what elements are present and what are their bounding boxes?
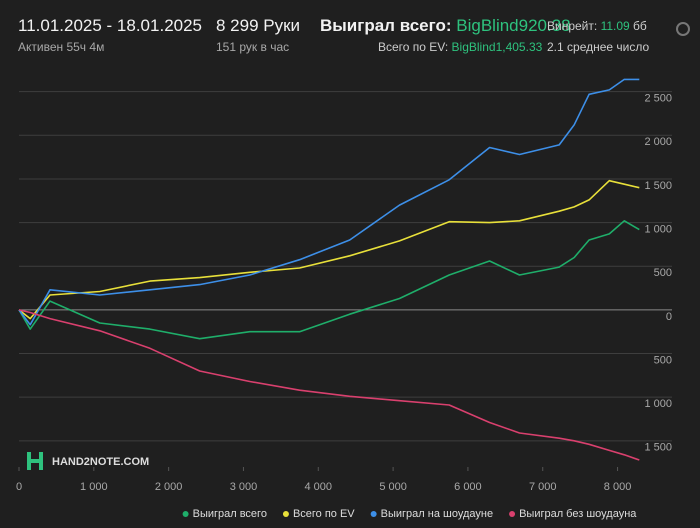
logo-mark <box>39 452 43 470</box>
x-tick-label: 8 000 <box>604 481 632 493</box>
legend: Выиграл всего Всего по EV Выиграл на шоуда… <box>182 508 637 520</box>
y-tick-label: 2 500 <box>644 93 672 105</box>
x-tick-label: 2 000 <box>155 481 183 493</box>
x-tick-label: 6 000 <box>454 481 482 493</box>
label: Всего по EV: <box>378 40 449 54</box>
value: BigBlind920.38 <box>456 16 571 35</box>
series-line <box>18 78 640 326</box>
y-tick-label: 1 000 <box>644 398 672 410</box>
date-range: 11.01.2025 - 18.01.2025 <box>18 16 203 35</box>
hands: 8 299 Руки <box>216 16 301 35</box>
y-tick-label: 1 000 <box>644 223 672 235</box>
x-tick-label: 7 000 <box>529 481 557 493</box>
x-tick-label: 0 <box>16 481 22 493</box>
x-tick-label: 3 000 <box>230 481 258 493</box>
settings-icon[interactable] <box>676 22 690 36</box>
legend-marker <box>370 511 377 517</box>
unit: бб, <box>633 19 647 33</box>
series-line <box>18 309 640 461</box>
series-line <box>18 220 640 340</box>
won-total: Выиграл всего: BigBlind920.38 <box>320 16 571 36</box>
series-line <box>18 179 640 320</box>
watermark: HAND2NOTE.COM <box>52 456 149 468</box>
y-tick-label: 1 500 <box>644 442 672 454</box>
legend-label: Выиграл без шоудауна <box>519 508 637 520</box>
logo-mark <box>27 452 31 470</box>
y-tick-label: 500 <box>654 354 672 366</box>
label: Винрейт: <box>547 19 598 33</box>
x-tick-label: 4 000 <box>305 481 333 493</box>
value: BigBlind1,405.33 <box>451 40 543 54</box>
active-time: Активен 55ч 4м <box>18 40 105 54</box>
legend-marker <box>509 511 516 517</box>
logo-mark <box>31 459 39 463</box>
avg: 2.1 среднее число <box>547 40 650 54</box>
y-tick-label: 500 <box>654 267 672 279</box>
y-tick-label: 0 <box>666 311 672 323</box>
legend-label: Выиграл на шоудауне <box>381 508 493 520</box>
x-tick-label: 5 000 <box>379 481 407 493</box>
legend-label: Выиграл всего <box>193 508 267 520</box>
winrate: Винрейт: 11.09 бб, <box>547 19 647 33</box>
legend-marker <box>282 511 289 517</box>
logo: HAND2NOTE.COM <box>27 452 149 470</box>
legend-label: Всего по EV <box>293 508 355 520</box>
label: Выиграл всего: <box>320 16 452 35</box>
value: 11.09 <box>600 19 630 33</box>
y-tick-label: 1 500 <box>644 180 672 192</box>
ev-total: Всего по EV: BigBlind1,405.33 <box>378 40 542 54</box>
x-tick-label: 1 000 <box>80 481 108 493</box>
legend-marker <box>182 511 189 517</box>
y-tick-label: 2 000 <box>644 136 672 148</box>
hands-per-hour: 151 рук в час <box>216 40 290 54</box>
